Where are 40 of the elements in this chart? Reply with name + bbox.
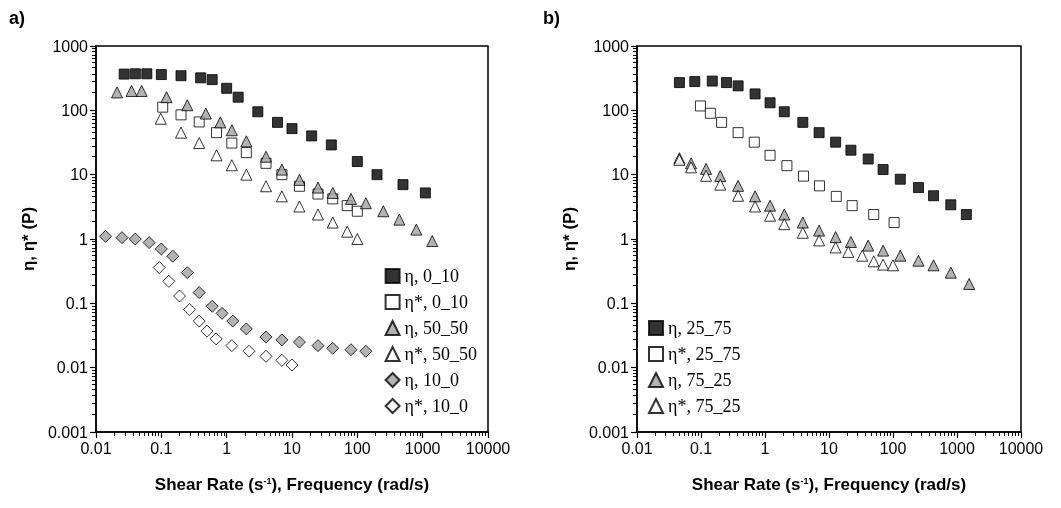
y-tick-label: 1000 (593, 37, 630, 55)
legend-label: η*, 0_10 (404, 292, 469, 312)
x-tick-label: 1 (222, 439, 232, 457)
y-axis-title: η, η* (P) (560, 206, 580, 272)
legend-label: η*, 50_50 (404, 344, 478, 364)
y-tick-label: 100 (602, 101, 630, 119)
x-tick-label: 100 (879, 439, 907, 457)
legend-label: η, 75_25 (668, 370, 732, 390)
x-tick-label: 0.1 (689, 439, 713, 457)
x-tick-label: 10 (283, 439, 301, 457)
x-tick-label: 0.1 (150, 439, 173, 457)
y-tick-label: 1 (79, 230, 89, 248)
chart-title: a) (9, 8, 26, 28)
chart-title: b) (543, 8, 560, 28)
y-tick-label: 0.1 (606, 294, 630, 312)
y-tick-label: 10 (70, 166, 89, 184)
x-tick-label: 100 (343, 439, 371, 457)
y-tick-label: 0.1 (65, 294, 89, 312)
legend-label: η*, 25_75 (668, 344, 741, 364)
y-tick-label: 10 (611, 166, 630, 184)
legend-label: η*, 75_25 (668, 396, 741, 416)
y-axis-title: η, η* (P) (19, 206, 39, 272)
x-tick-label: 10000 (998, 439, 1044, 457)
y-tick-label: 100 (61, 101, 89, 119)
legend-label: η, 25_75 (668, 318, 732, 338)
legend-label: η*, 10_0 (404, 396, 469, 416)
x-tick-label: 10000 (465, 439, 511, 457)
legend-label: η, 0_10 (404, 266, 460, 286)
x-tick-label: 1 (760, 439, 770, 457)
y-tick-label: 0.01 (56, 359, 89, 377)
x-tick-label: 1000 (939, 439, 975, 457)
x-tick-label: 10 (820, 439, 838, 457)
y-tick-label: 0.001 (588, 423, 630, 441)
y-tick-label: 1 (620, 230, 630, 248)
y-tick-label: 0.01 (597, 359, 630, 377)
legend-label: η, 50_50 (404, 318, 469, 338)
y-tick-label: 1000 (52, 37, 89, 55)
legend-label: η, 10_0 (404, 370, 460, 390)
x-tick-label: 1000 (404, 439, 441, 457)
y-tick-label: 0.001 (47, 423, 89, 441)
